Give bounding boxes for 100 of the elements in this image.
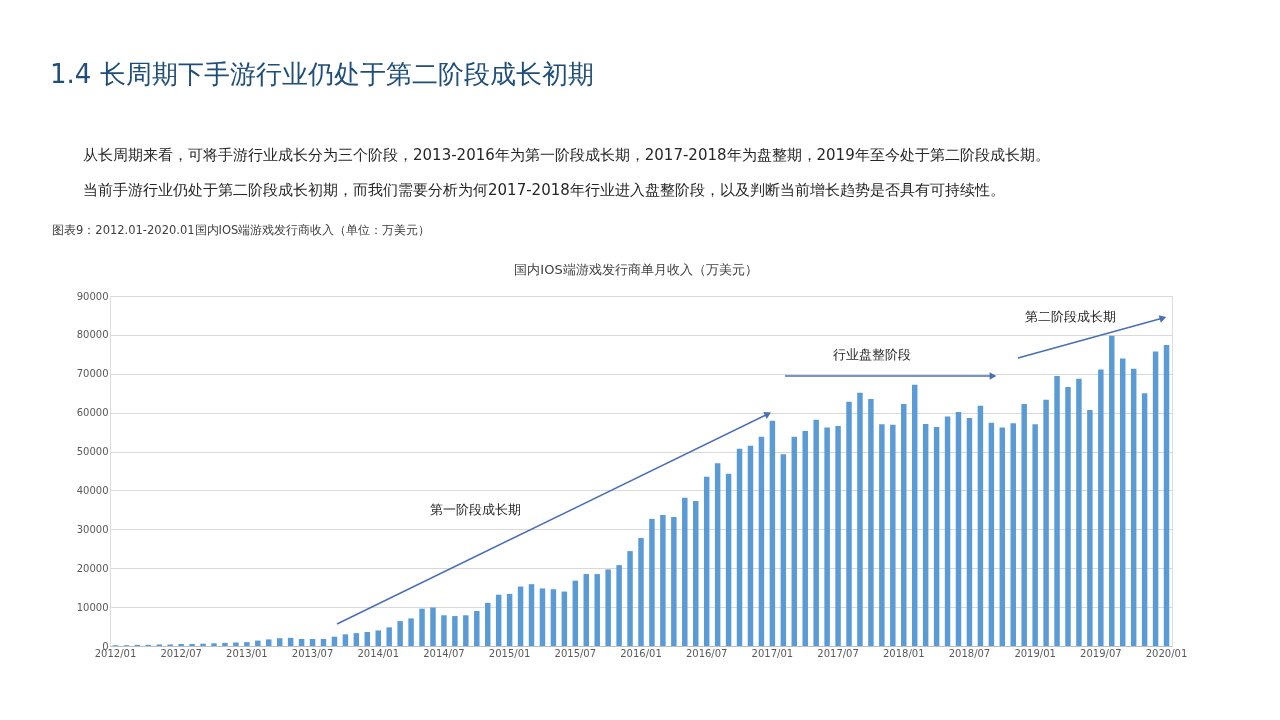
bar [1010,423,1016,646]
bar [649,518,655,646]
bar [211,643,217,646]
bar [693,500,699,646]
y-tick-label: 50000 [76,446,109,458]
bar [966,418,973,646]
bar [1076,378,1082,646]
bar [868,399,874,646]
bar [561,591,568,646]
bar [1141,393,1148,646]
bar [298,639,305,646]
y-tick-label: 90000 [76,290,109,302]
bar [1021,404,1027,646]
bar [1109,335,1115,646]
bar [320,639,327,646]
bar [605,569,611,646]
x-tick-label: 2018/07 [948,647,991,659]
bar [309,639,316,646]
x-tick-label: 2019/01 [1014,647,1056,659]
bar [933,427,940,646]
bar [1163,345,1170,646]
bar [813,419,819,646]
bar [583,574,589,646]
bar [1054,376,1060,646]
bar [660,514,666,646]
x-tick-label: 2019/07 [1080,647,1122,659]
x-tick-label: 2018/01 [882,647,925,659]
x-tick-label: 2015/07 [554,647,597,659]
bar [594,574,600,646]
x-tick-label: 2016/01 [620,647,662,659]
bar [1119,358,1126,646]
x-tick-label: 2014/07 [423,647,465,659]
bar [353,633,360,646]
bar [725,473,732,646]
y-tick-label: 10000 [76,601,109,613]
bar [758,436,765,646]
bar [955,411,962,646]
bar [495,594,502,646]
y-tick-label: 40000 [76,484,109,496]
bar [911,384,918,646]
bar [1032,424,1038,646]
bar [550,589,557,646]
x-tick-label: 2013/01 [226,647,268,659]
text: 当前手游行业仍处于第二阶段成长初期，而我们需要分析为何2017-2018年行业进入盘整阶段，以及判断当前增长趋势是否具有可持续性。 [83,181,1005,199]
bar [769,420,776,646]
bar [539,588,546,646]
chart-title: 国内IOS端游戏发行商单月收入（万美元） [514,262,758,277]
annotation: 第一阶段成长期 [429,502,521,517]
bar [835,425,841,646]
bar [1098,369,1104,646]
x-tick-label: 2012/07 [160,647,202,659]
bar [944,416,951,646]
x-tick-label: 2017/01 [751,647,794,659]
bar [364,632,371,646]
bar [1130,368,1137,646]
bar [857,392,863,646]
x-tick-label: 2014/01 [357,647,400,659]
bar [747,445,754,646]
y-tick-label: 70000 [76,368,109,380]
bar [890,424,896,646]
bar [802,430,808,646]
bar [1152,351,1159,646]
bar [703,476,710,646]
bar [714,463,721,646]
text: 从长周期来看，可将手游行业成长分为三个阶段，2013-2016年为第一阶段成长期，2017-2018年为盘整期，2019年至今处于第二阶段成长期。 [83,146,1050,164]
bar [397,621,403,646]
annotation: 第二阶段成长期 [1024,309,1116,324]
bar [791,436,798,646]
bar [922,423,929,646]
bar [977,405,984,646]
bar [276,638,283,646]
bar [682,497,688,646]
bar [222,642,228,646]
x-tick-label: 2013/07 [291,647,334,659]
bar [901,404,907,646]
x-tick-label: 2016/07 [685,647,728,659]
y-tick-label: 80000 [76,329,109,341]
bar [572,580,579,646]
bar [528,584,535,646]
y-tick-label: 20000 [76,562,109,574]
text: 图表9：2012.01-2020.01国内IOS端游戏发行商收入（单位：万美元） [52,223,431,237]
bar [463,615,469,646]
bar [419,608,425,646]
x-tick-label: 2015/01 [488,647,531,659]
bar [824,427,830,646]
bar [244,642,250,646]
bar [506,593,513,646]
bar [879,424,885,646]
bar [200,643,206,646]
bar [988,422,995,646]
bar [999,427,1006,646]
y-tick-label: 60000 [76,407,109,419]
bar [517,586,524,646]
bar [430,607,436,646]
bar [408,618,414,646]
x-tick-label: 2020/01 [1145,647,1188,659]
bar [386,627,392,646]
bar [1087,409,1093,646]
bar [375,630,381,646]
bar [736,448,743,646]
